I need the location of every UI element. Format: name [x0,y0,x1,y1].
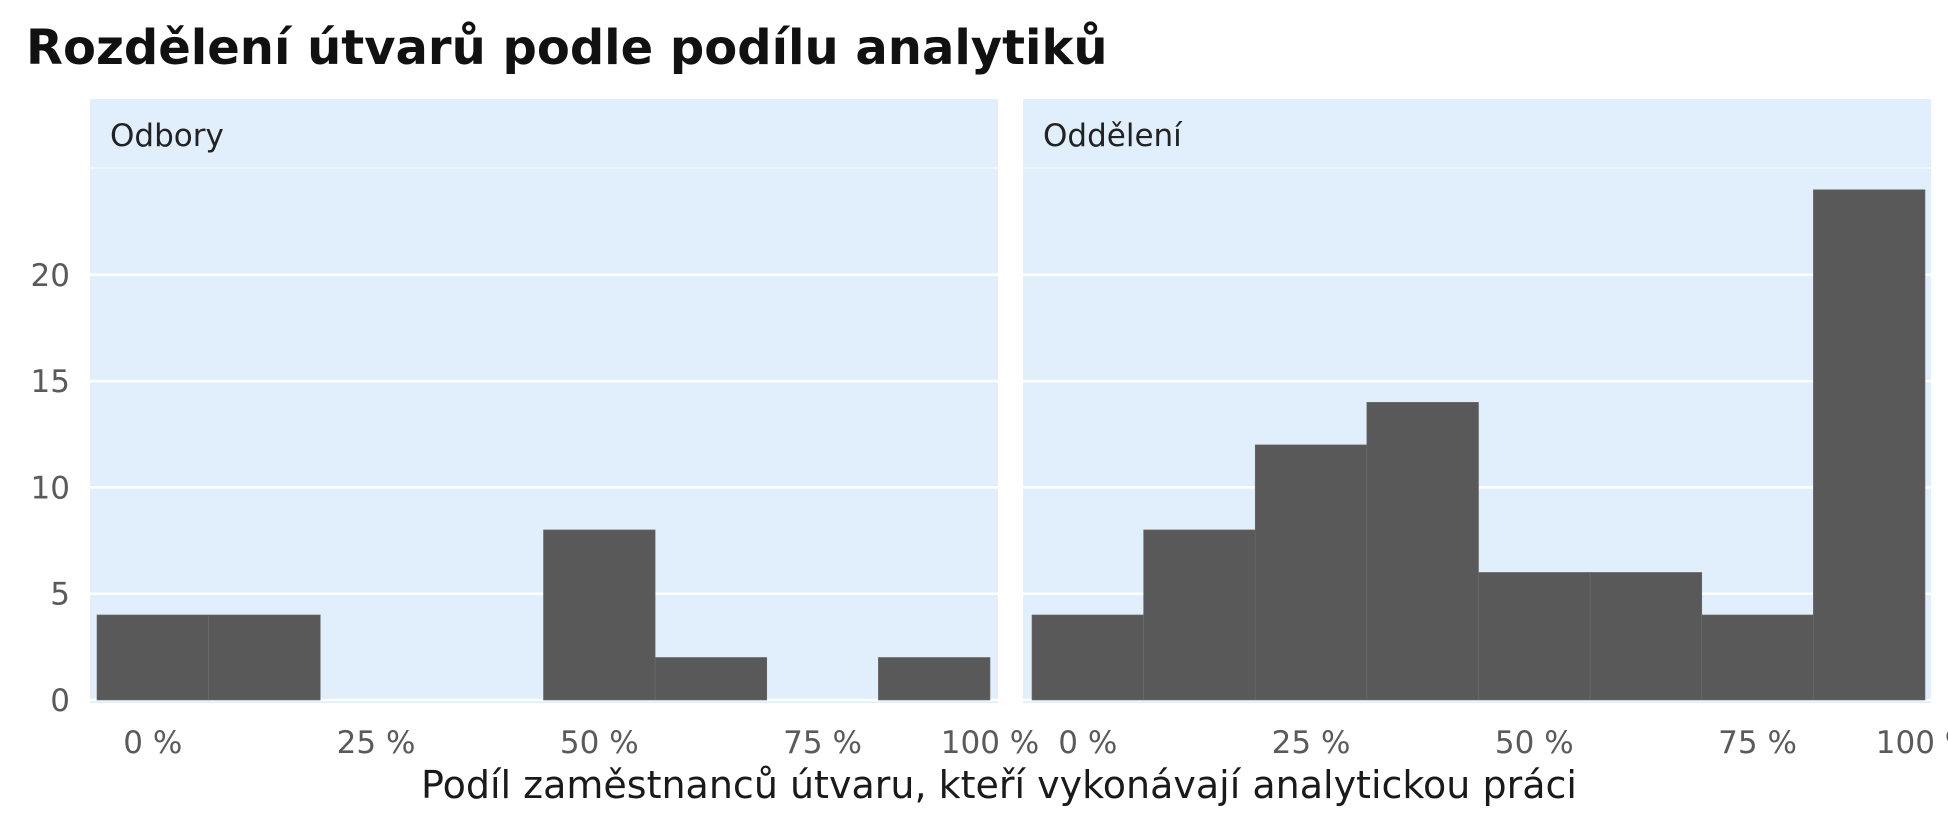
histogram-bar [1589,572,1703,701]
facet-panel-2: Oddělení 0 % 25 % 50 % 75 % 100 % [1023,99,1948,761]
facet-panels: Odbory 0 % 25 % 50 % 75 % 100 % Oddělení 0 % 25 … [90,99,1948,761]
x-tick-label: 100 % [1876,725,1948,761]
x-tick-label: 75 % [783,725,862,761]
histogram-bar [1031,614,1144,701]
facet-label: Odbory [110,118,224,154]
y-tick-label: 15 [31,364,70,400]
x-tick-label: 0 % [1058,725,1117,761]
histogram-bar [1254,444,1368,701]
histogram-bar [1813,189,1926,701]
histogram-bar [1366,402,1479,701]
x-tick-label: 25 % [1272,725,1351,761]
histogram-bar [96,614,209,701]
y-tick-label: 20 [31,258,70,294]
x-tick-label: 50 % [1495,725,1574,761]
x-tick-label: 50 % [560,725,639,761]
x-tick-label: 25 % [337,725,416,761]
facet-label: Oddělení [1043,118,1183,154]
x-tick-label: 75 % [1718,725,1797,761]
x-tick-label: 0 % [123,725,182,761]
x-axis-title: Podíl zaměstnanců útvaru, kteří vykonáva… [421,763,1577,807]
histogram-bar [543,529,656,701]
histogram-bar [878,657,991,701]
chart-title: Rozdělení útvarů podle podílu analytiků [26,20,1108,76]
facet-panel-1: Odbory 0 % 25 % 50 % 75 % 100 % [90,99,1039,761]
y-tick-label: 10 [31,470,70,506]
y-tick-label: 5 [50,577,70,613]
histogram-bar [1701,614,1814,701]
y-axis: 0 5 10 15 20 [31,258,70,719]
histogram-bar [1143,529,1256,701]
histogram-bar [1478,572,1591,701]
histogram-bar [208,614,321,701]
histogram-bar [654,657,768,701]
x-tick-label: 100 % [941,725,1039,761]
y-tick-label: 0 [50,683,70,719]
